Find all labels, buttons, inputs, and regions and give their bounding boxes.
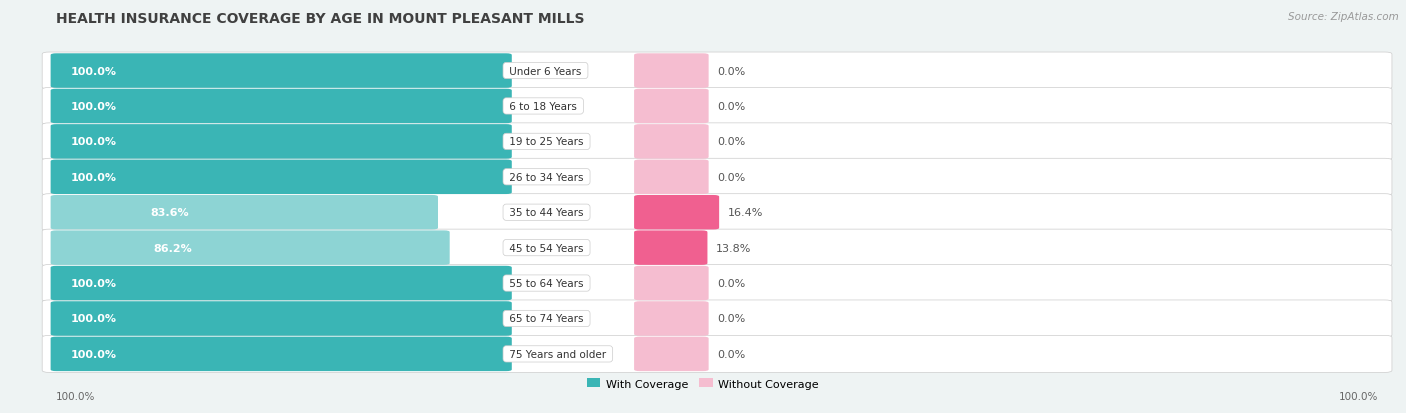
FancyBboxPatch shape	[634, 195, 718, 230]
Text: 100.0%: 100.0%	[1339, 392, 1378, 401]
FancyBboxPatch shape	[42, 53, 1392, 90]
Text: 100.0%: 100.0%	[70, 102, 117, 112]
Text: 16.4%: 16.4%	[727, 208, 763, 218]
Text: 100.0%: 100.0%	[70, 314, 117, 324]
FancyBboxPatch shape	[51, 125, 512, 159]
Text: 45 to 54 Years: 45 to 54 Years	[506, 243, 586, 253]
FancyBboxPatch shape	[634, 125, 709, 159]
Text: Under 6 Years: Under 6 Years	[506, 66, 585, 76]
Text: 100.0%: 100.0%	[70, 137, 117, 147]
Text: 0.0%: 0.0%	[717, 66, 745, 76]
Text: 6 to 18 Years: 6 to 18 Years	[506, 102, 581, 112]
FancyBboxPatch shape	[42, 265, 1392, 302]
FancyBboxPatch shape	[42, 88, 1392, 125]
Text: 0.0%: 0.0%	[717, 349, 745, 359]
FancyBboxPatch shape	[42, 159, 1392, 196]
FancyBboxPatch shape	[42, 300, 1392, 337]
FancyBboxPatch shape	[42, 230, 1392, 266]
FancyBboxPatch shape	[51, 231, 450, 265]
FancyBboxPatch shape	[634, 90, 709, 124]
FancyBboxPatch shape	[634, 231, 707, 265]
Text: HEALTH INSURANCE COVERAGE BY AGE IN MOUNT PLEASANT MILLS: HEALTH INSURANCE COVERAGE BY AGE IN MOUN…	[56, 12, 585, 26]
Text: 0.0%: 0.0%	[717, 102, 745, 112]
FancyBboxPatch shape	[634, 160, 709, 195]
FancyBboxPatch shape	[42, 194, 1392, 231]
Text: 100.0%: 100.0%	[70, 349, 117, 359]
Text: 0.0%: 0.0%	[717, 172, 745, 183]
Text: 100.0%: 100.0%	[70, 278, 117, 288]
Text: 75 Years and older: 75 Years and older	[506, 349, 610, 359]
Text: 100.0%: 100.0%	[56, 392, 96, 401]
Legend: With Coverage, Without Coverage: With Coverage, Without Coverage	[582, 374, 824, 393]
FancyBboxPatch shape	[51, 337, 512, 371]
FancyBboxPatch shape	[634, 337, 709, 371]
Text: 0.0%: 0.0%	[717, 278, 745, 288]
FancyBboxPatch shape	[51, 54, 512, 88]
Text: 26 to 34 Years: 26 to 34 Years	[506, 172, 586, 183]
FancyBboxPatch shape	[42, 336, 1392, 373]
Text: 19 to 25 Years: 19 to 25 Years	[506, 137, 586, 147]
Text: 55 to 64 Years: 55 to 64 Years	[506, 278, 586, 288]
Text: Source: ZipAtlas.com: Source: ZipAtlas.com	[1288, 12, 1399, 22]
FancyBboxPatch shape	[51, 90, 512, 124]
Text: 100.0%: 100.0%	[70, 172, 117, 183]
Text: 65 to 74 Years: 65 to 74 Years	[506, 314, 586, 324]
FancyBboxPatch shape	[42, 123, 1392, 161]
FancyBboxPatch shape	[634, 54, 709, 88]
FancyBboxPatch shape	[51, 266, 512, 301]
FancyBboxPatch shape	[634, 301, 709, 336]
FancyBboxPatch shape	[634, 266, 709, 301]
FancyBboxPatch shape	[51, 160, 512, 195]
Text: 86.2%: 86.2%	[153, 243, 193, 253]
Text: 13.8%: 13.8%	[716, 243, 751, 253]
FancyBboxPatch shape	[51, 301, 512, 336]
Text: 35 to 44 Years: 35 to 44 Years	[506, 208, 586, 218]
Text: 0.0%: 0.0%	[717, 137, 745, 147]
Text: 100.0%: 100.0%	[70, 66, 117, 76]
Text: 0.0%: 0.0%	[717, 314, 745, 324]
Text: 83.6%: 83.6%	[150, 208, 188, 218]
FancyBboxPatch shape	[51, 195, 439, 230]
